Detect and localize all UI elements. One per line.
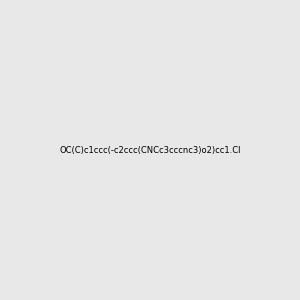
Text: OC(C)c1ccc(-c2ccc(CNCc3cccnc3)o2)cc1.Cl: OC(C)c1ccc(-c2ccc(CNCc3cccnc3)o2)cc1.Cl bbox=[59, 146, 241, 154]
